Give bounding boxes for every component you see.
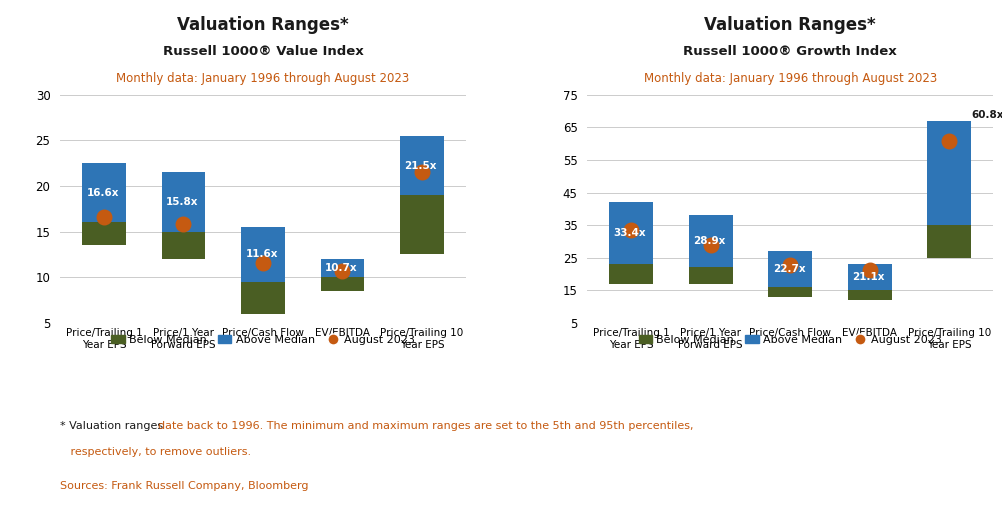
Bar: [927, 121, 970, 225]
Point: [861, 266, 877, 275]
Text: 15.8x: 15.8x: [165, 197, 198, 207]
Text: 33.4x: 33.4x: [613, 228, 645, 238]
Point: [702, 241, 718, 249]
Text: respectively, to remove outliers.: respectively, to remove outliers.: [60, 447, 252, 457]
Text: 16.6x: 16.6x: [86, 188, 119, 198]
Text: Monthly data: January 1996 through August 2023: Monthly data: January 1996 through Augus…: [116, 71, 409, 85]
Bar: [927, 225, 970, 257]
Point: [334, 267, 350, 275]
Text: date back to 1996. The minimum and maximum ranges are set to the 5th and 95th pe: date back to 1996. The minimum and maxim…: [158, 421, 693, 431]
Point: [96, 213, 112, 221]
Text: Russell 1000® Value Index: Russell 1000® Value Index: [162, 45, 363, 58]
Bar: [768, 287, 812, 297]
Text: Valuation Ranges*: Valuation Ranges*: [703, 16, 875, 34]
Text: 21.1x: 21.1x: [852, 272, 884, 282]
Bar: [400, 136, 444, 195]
Bar: [321, 259, 364, 277]
Text: Monthly data: January 1996 through August 2023: Monthly data: January 1996 through Augus…: [643, 71, 936, 85]
Bar: [321, 277, 364, 291]
Legend: Below Median, Above Median, August 2023: Below Median, Above Median, August 2023: [107, 330, 419, 349]
Legend: Below Median, Above Median, August 2023: Below Median, Above Median, August 2023: [633, 330, 945, 349]
Bar: [161, 172, 205, 232]
Bar: [688, 267, 731, 284]
Text: 28.9x: 28.9x: [692, 236, 724, 247]
Text: Valuation Ranges*: Valuation Ranges*: [177, 16, 349, 34]
Bar: [82, 163, 125, 222]
Text: 22.7x: 22.7x: [772, 264, 805, 274]
Bar: [240, 227, 285, 282]
Text: Sources: Frank Russell Company, Bloomberg: Sources: Frank Russell Company, Bloomber…: [60, 481, 309, 491]
Point: [940, 137, 956, 145]
Bar: [608, 202, 652, 264]
Text: * Valuation ranges: * Valuation ranges: [60, 421, 166, 431]
Bar: [161, 232, 205, 259]
Text: 11.6x: 11.6x: [245, 249, 278, 260]
Bar: [847, 290, 891, 300]
Bar: [847, 264, 891, 290]
Bar: [688, 216, 731, 267]
Point: [255, 258, 271, 267]
Text: 21.5x: 21.5x: [404, 160, 437, 171]
Point: [414, 168, 430, 176]
Bar: [240, 282, 285, 314]
Point: [782, 261, 798, 269]
Bar: [82, 222, 125, 245]
Text: 10.7x: 10.7x: [325, 263, 358, 273]
Text: Russell 1000® Growth Index: Russell 1000® Growth Index: [682, 45, 896, 58]
Point: [175, 220, 191, 229]
Text: 60.8x: 60.8x: [971, 110, 1002, 120]
Bar: [608, 264, 652, 284]
Bar: [768, 251, 812, 287]
Bar: [400, 195, 444, 254]
Point: [622, 226, 638, 234]
